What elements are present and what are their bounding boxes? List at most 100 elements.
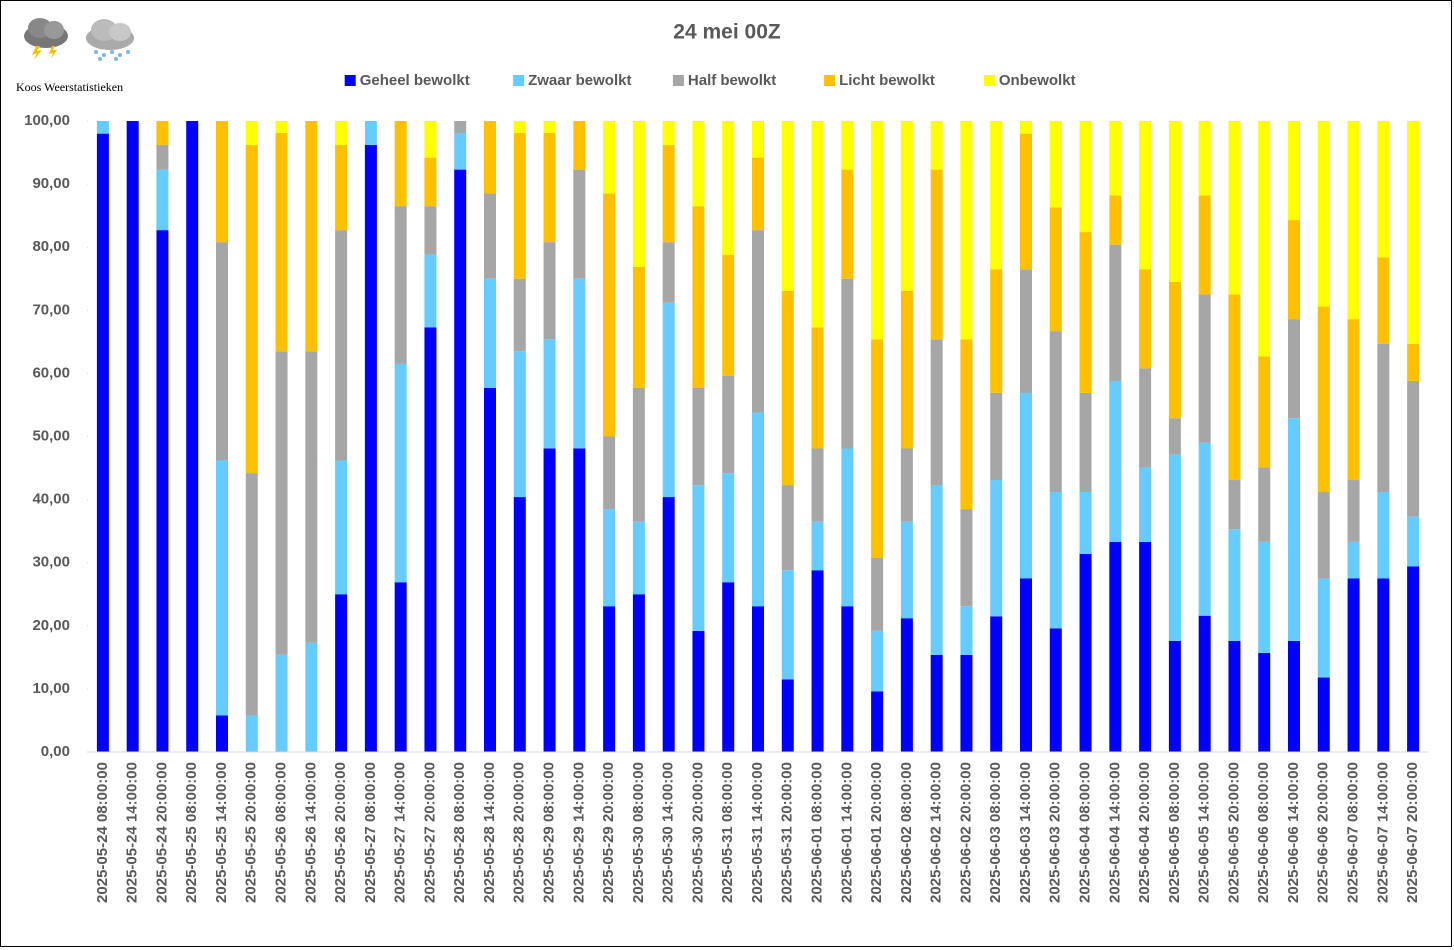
bar-segment [1020,578,1032,752]
x-tick-label: 2025-05-24 14:00:00 [124,762,141,903]
x-tick-label: 2025-06-04 08:00:00 [1077,762,1094,903]
bar-segment [156,121,169,145]
bar-segment [781,290,794,486]
bar-segment [692,630,705,752]
x-tick-label: 2025-06-07 14:00:00 [1374,762,1391,903]
bar-segment [1377,343,1390,493]
bar-segment [484,193,496,279]
bar-segment [394,206,407,364]
bar-segment [930,485,943,655]
bar-segment [811,121,824,328]
bar-segment [1168,121,1181,282]
bar-segment [335,121,348,145]
x-tick-label: 2025-06-06 08:00:00 [1255,762,1272,903]
y-tick-label: 50,00 [32,427,70,444]
bar-segment [603,436,616,510]
x-tick-label: 2025-06-04 20:00:00 [1136,762,1153,903]
bar-segment [1317,121,1330,307]
y-tick-label: 0,00 [41,743,70,760]
bar-segment [126,121,139,752]
bar-segment [1317,492,1330,579]
bar-segment [1317,578,1330,678]
bar-segment [871,339,884,558]
y-tick-label: 20,00 [32,617,70,634]
bar-segment [1198,195,1211,295]
y-tick-label: 40,00 [32,491,70,508]
x-tick-label: 2025-05-24 20:00:00 [153,762,170,903]
bar-segment [424,121,437,158]
bar-segment [1407,121,1420,344]
bar-segment [1347,480,1360,542]
bar-segment [1228,294,1241,481]
x-tick-label: 2025-06-02 14:00:00 [928,762,945,903]
legend-swatch [983,75,995,86]
bar-segment [841,448,854,607]
bar-segment [1139,269,1152,369]
legend-label: Onbewolkt [999,72,1076,89]
bar-segment [1288,220,1300,320]
bar-segment [1198,442,1211,616]
bar-segment [632,594,645,752]
bar-segment [513,132,526,279]
bar-segment [1079,121,1092,233]
bar-segment [1228,480,1241,530]
bar-segment [752,121,764,158]
x-tick-label: 2025-06-03 08:00:00 [987,762,1004,903]
x-tick-label: 2025-06-05 08:00:00 [1166,762,1183,903]
y-tick-label: 60,00 [32,364,70,381]
bar-segment [603,606,616,752]
bar-segment [662,302,675,498]
bar-segment [960,509,973,607]
x-tick-label: 2025-05-30 08:00:00 [630,762,647,903]
bar-segment [1407,343,1420,381]
bar-segment [632,521,645,595]
bar-segment [245,715,258,752]
x-tick-label: 2025-06-01 08:00:00 [809,762,826,903]
legend-swatch [513,75,525,86]
bar-segment [424,206,437,255]
legend-swatch [824,75,836,86]
bar-segment [484,387,496,752]
bar-segment [543,121,556,133]
bar-segment [1347,319,1360,481]
x-tick-label: 2025-06-04 14:00:00 [1106,762,1123,903]
bar-segment [1198,615,1211,752]
bar-segment [781,679,794,752]
x-tick-label: 2025-05-31 14:00:00 [749,762,766,903]
bar-segment [305,121,318,352]
bar-segment [364,144,377,752]
y-tick-label: 30,00 [32,554,70,571]
y-tick-label: 90,00 [32,175,70,192]
x-tick-label: 2025-05-25 20:00:00 [243,762,260,903]
bar-segment [990,392,1003,481]
x-tick-label: 2025-05-29 14:00:00 [570,762,587,903]
bar-segment [543,339,556,449]
bar-segment [1407,380,1420,517]
bar-segment [1377,578,1390,752]
bar-segment [1258,541,1271,653]
logo-text: Koos Weerstatistieken [16,80,123,94]
bar-segment [871,691,884,752]
bar-segment [394,121,407,207]
bar-segment [1198,121,1211,196]
chart-title: 24 mei 00Z [673,21,781,44]
bar-segment [424,157,437,207]
bar-segment [990,616,1003,752]
bar-segment [216,242,228,461]
x-tick-label: 2025-06-01 14:00:00 [838,762,855,903]
bar-segment [1049,331,1062,493]
bar-segment [990,480,1003,617]
bar-segment [335,144,348,231]
bar-segment [752,412,764,607]
x-tick-label: 2025-06-01 20:00:00 [868,762,885,903]
bar-segment [1049,121,1062,208]
x-tick-label: 2025-05-26 14:00:00 [302,762,319,903]
bar-segment [394,363,407,583]
bar-segment [1168,640,1181,752]
x-tick-label: 2025-06-06 20:00:00 [1315,762,1332,903]
bar-segment [1139,541,1152,752]
x-tick-label: 2025-05-28 08:00:00 [451,762,468,903]
bar-segment [841,169,854,279]
bar-segment [216,715,228,752]
